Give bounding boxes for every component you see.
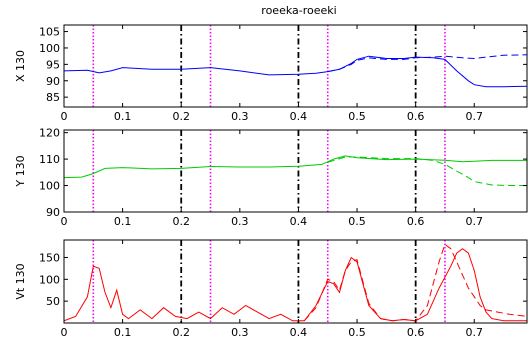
x-tick-label: 0.5 — [348, 326, 366, 339]
x-tick-label: 0.2 — [172, 215, 190, 228]
x-tick-label: 0.3 — [231, 110, 249, 123]
x-tick-label: 0.6 — [407, 110, 425, 123]
x-tick-label: 0.6 — [407, 326, 425, 339]
y-tick-label: 100 — [39, 273, 60, 286]
x-tick-label: 0 — [61, 326, 68, 339]
subplot-3: 0 0.1 0.2 0.3 0.4 0.5 0.6 0.7 50 100 150 Vt 130 — [14, 239, 528, 339]
y-tick-label: 105 — [39, 26, 60, 39]
x-tick-label: 0.2 — [172, 326, 190, 339]
x-tick-label: 0.7 — [466, 110, 484, 123]
x-tick-label: 0.2 — [172, 110, 190, 123]
y-tick-label: 50 — [46, 295, 60, 308]
x-tick-label: 0.3 — [231, 326, 249, 339]
y-tick-label: 90 — [46, 75, 60, 88]
x-tick-label: 0.4 — [290, 110, 308, 123]
series-line-solid — [64, 55, 527, 88]
y-axis-label: Vt 130 — [14, 263, 27, 299]
x-tick-label: 0.1 — [114, 215, 132, 228]
x-tick-label: 0.1 — [114, 326, 132, 339]
plot-area — [64, 130, 527, 212]
y-tick-label: 120 — [39, 127, 60, 140]
y-tick-label: 95 — [46, 58, 60, 71]
y-tick-label: 150 — [39, 251, 60, 264]
x-tick-label: 0.1 — [114, 110, 132, 123]
axes-frame — [63, 129, 528, 213]
series-line-dashed — [327, 54, 527, 73]
series-line-solid — [64, 248, 527, 322]
y-tick-label: 90 — [46, 206, 60, 219]
y-tick-label: 110 — [39, 153, 60, 166]
x-tick-label: 0.4 — [290, 215, 308, 228]
x-tick-label: 0.3 — [231, 215, 249, 228]
x-tick-label: 0.6 — [407, 215, 425, 228]
subplot-1: 0 0.1 0.2 0.3 0.4 0.5 0.6 0.7 85 90 95 100 105 X 130 — [14, 24, 528, 123]
x-tick-label: 0 — [61, 110, 68, 123]
plot-area — [64, 25, 527, 107]
series-line-dashed — [327, 156, 527, 186]
x-tick-label: 0 — [61, 215, 68, 228]
plot-area — [64, 240, 527, 323]
y-axis-label: X 130 — [14, 50, 27, 82]
x-tick-label: 0.5 — [348, 215, 366, 228]
axes-frame — [63, 24, 528, 108]
axes-frame — [63, 239, 528, 324]
x-tick-label: 0.5 — [348, 110, 366, 123]
series-line-solid — [64, 155, 527, 179]
x-tick-label: 0.4 — [290, 326, 308, 339]
y-tick-label: 85 — [46, 91, 60, 104]
y-axis-label: Y 130 — [14, 155, 27, 187]
figure-title: roeeka-roeeki — [261, 4, 336, 17]
subplot-2: 0 0.1 0.2 0.3 0.4 0.5 0.6 0.7 90 100 110 120 Y 130 — [14, 127, 528, 228]
x-tick-label: 0.7 — [466, 215, 484, 228]
y-tick-label: 100 — [39, 42, 60, 55]
y-tick-label: 100 — [39, 180, 60, 193]
x-tick-label: 0.7 — [466, 326, 484, 339]
